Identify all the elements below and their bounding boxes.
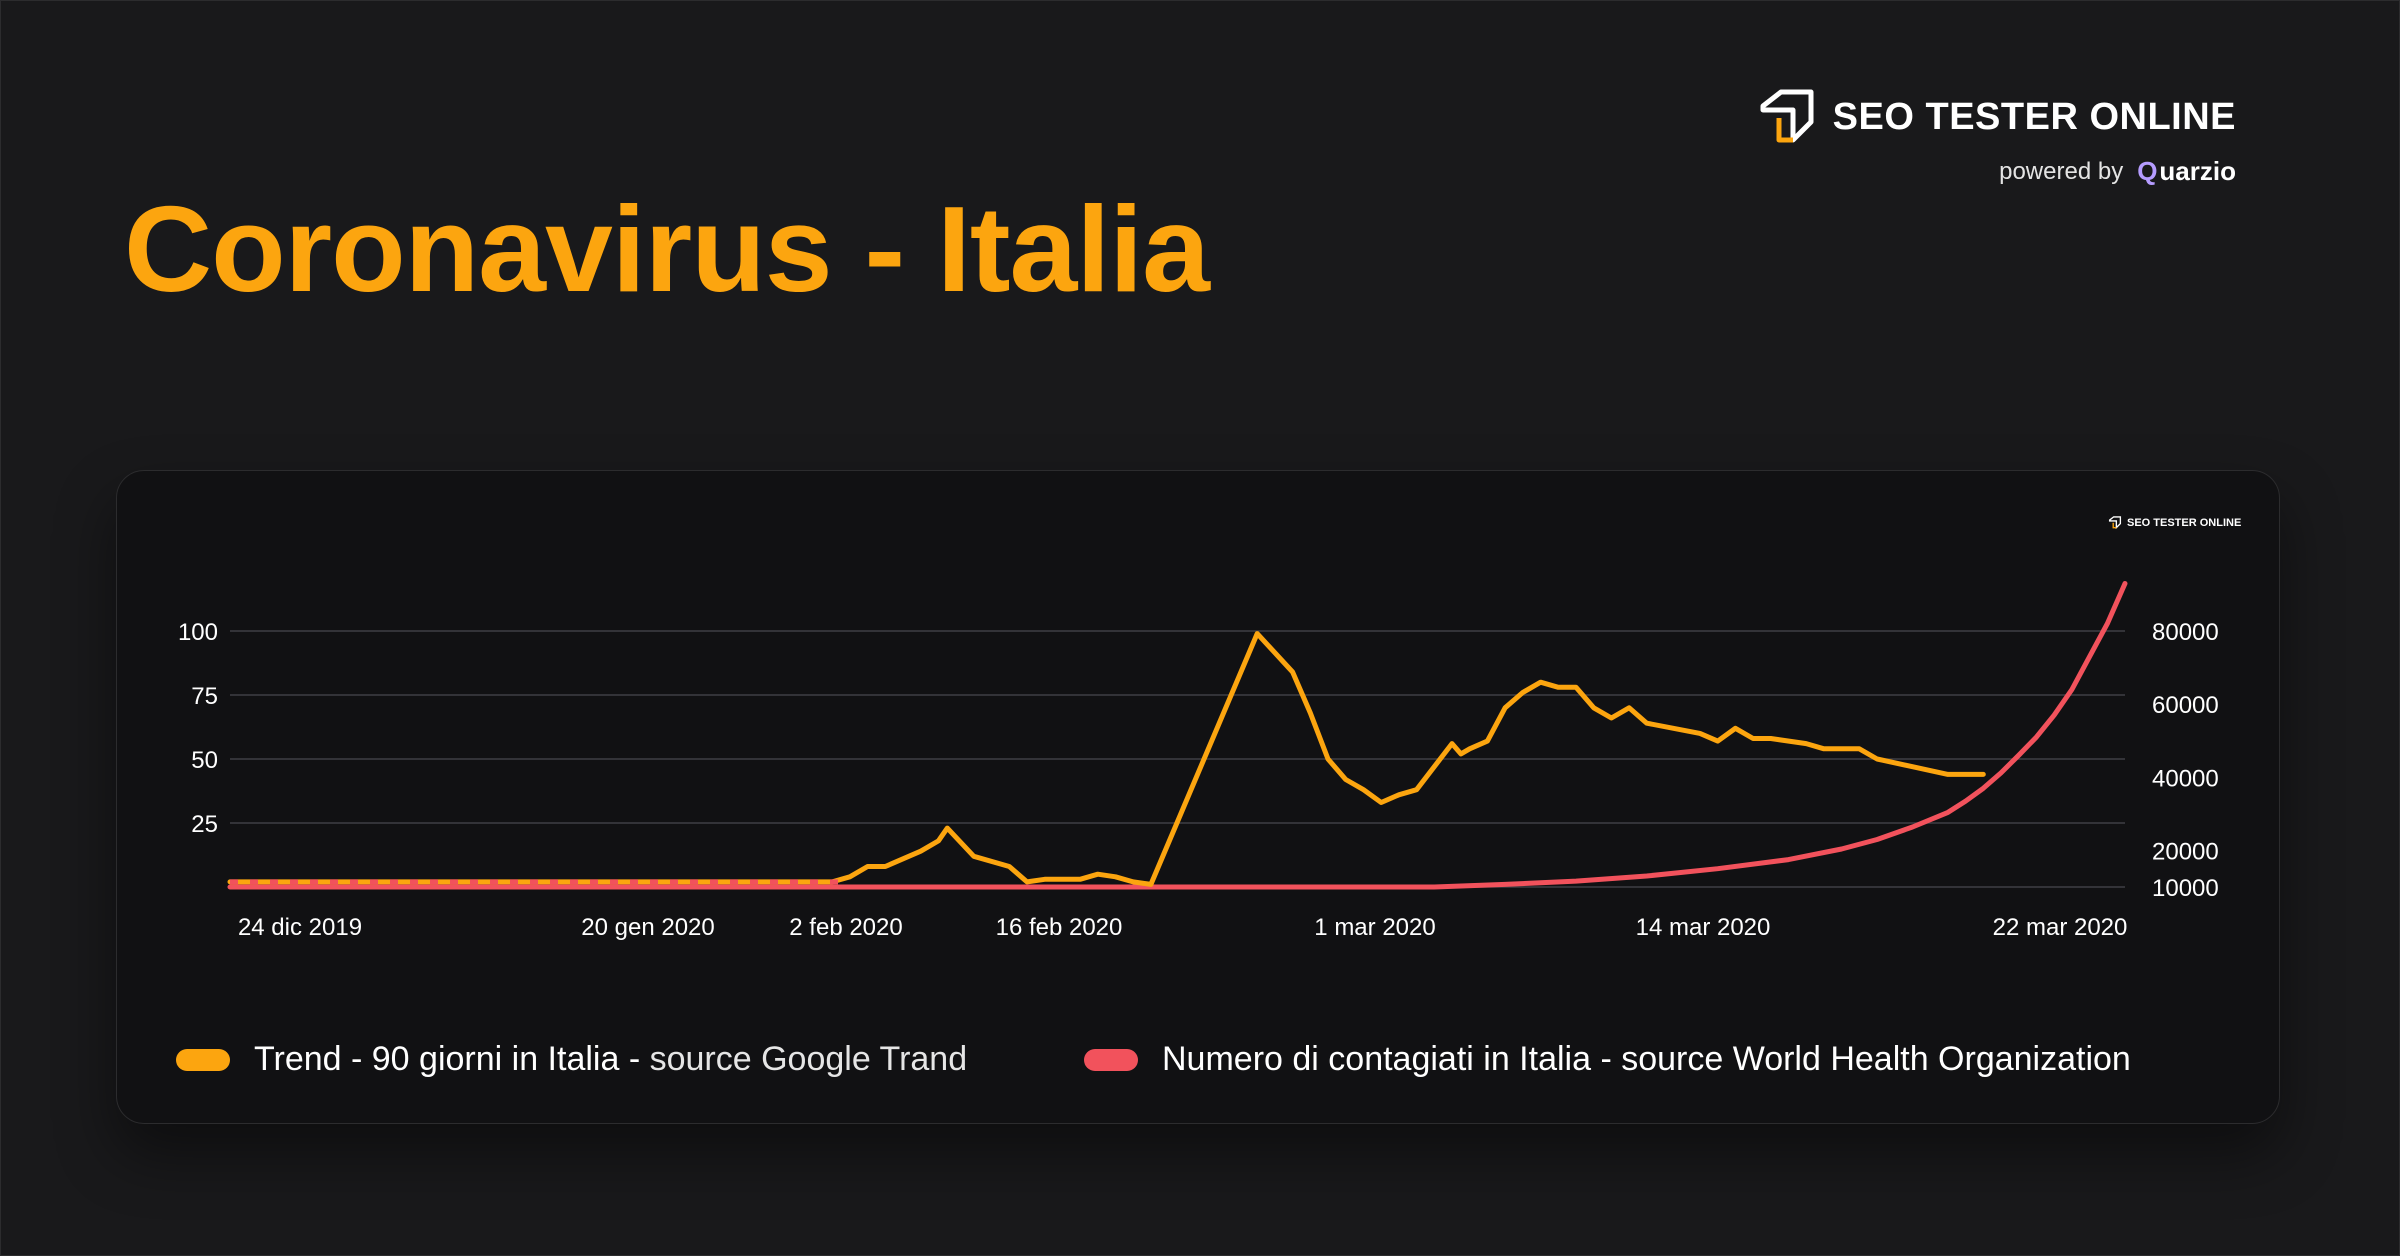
x-tick: 2 feb 2020 (789, 914, 902, 941)
y-right-tick: 10000 (2152, 875, 2219, 902)
y-right-tick: 20000 (2152, 838, 2219, 865)
quarzio-name: uarzio (2159, 156, 2236, 186)
legend-cases: Numero di contagiati in Italia - source … (1084, 1040, 2131, 1079)
mini-logo-icon (2108, 516, 2122, 529)
legend-trend-label: Trend - 90 giorni in Italia - (254, 1040, 650, 1078)
y-right-tick: 60000 (2152, 692, 2219, 719)
brand-name: SEO TESTER ONLINE (1832, 95, 2236, 138)
x-tick: 24 dic 2019 (238, 914, 362, 941)
y-left-tick: 25 (191, 811, 218, 838)
legend-trend-text: Trend - 90 giorni in Italia - source Goo… (254, 1040, 967, 1079)
powered-by-text: powered by (1999, 157, 2124, 185)
legend-trend-swatch (176, 1048, 230, 1071)
chart-card (116, 470, 2280, 1124)
page-title: Coronavirus - Italia (124, 181, 1210, 317)
x-tick: 22 mar 2020 (1993, 914, 2128, 941)
x-tick: 1 mar 2020 (1314, 914, 1435, 941)
legend-trend: Trend - 90 giorni in Italia - source Goo… (176, 1040, 967, 1079)
legend-cases-swatch (1084, 1048, 1138, 1071)
x-tick: 16 feb 2020 (996, 914, 1123, 941)
legend-cases-label: Numero di contagiati in Italia - source … (1162, 1040, 2131, 1078)
x-tick: 20 gen 2020 (581, 914, 714, 941)
seo-tester-logo-icon (1760, 89, 1814, 143)
y-left-tick: 100 (178, 619, 218, 646)
mini-brand-name: SEO TESTER ONLINE (2127, 516, 2242, 529)
y-left-tick: 75 (191, 683, 218, 710)
y-left-tick: 50 (191, 747, 218, 774)
x-tick: 14 mar 2020 (1636, 914, 1771, 941)
legend-trend-source: source Google Trand (649, 1040, 968, 1078)
y-right-tick: 80000 (2152, 619, 2219, 646)
quarzio-initial: Q (2137, 156, 2158, 186)
series-cases-line (227, 581, 2128, 890)
series-trend-line (227, 631, 1986, 887)
chart-watermark: SEO TESTER ONLINE (2108, 516, 2241, 529)
y-right-tick: 40000 (2152, 765, 2219, 792)
